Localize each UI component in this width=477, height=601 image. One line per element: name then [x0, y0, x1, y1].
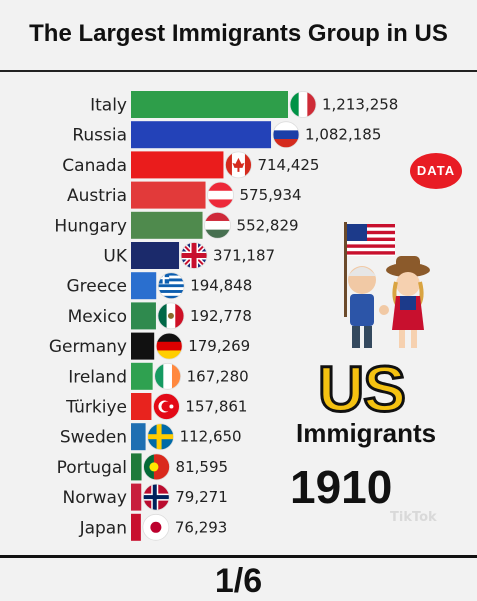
bar-row-canada: Canada 714,425 — [62, 151, 319, 179]
category-label: Canada — [62, 156, 127, 176]
us-heading: US — [317, 352, 408, 427]
bar-row-sweden: Sweden 112,650 — [60, 423, 242, 451]
bar-row-uk: UK 371,187 — [103, 242, 275, 269]
immigrants-subheading: Immigrants — [296, 418, 437, 448]
bar — [131, 423, 146, 451]
value-label: 714,425 — [257, 156, 319, 174]
bar — [131, 121, 272, 149]
italy-flag — [289, 91, 317, 118]
uk-flag — [180, 242, 208, 269]
value-label: 192,778 — [190, 307, 252, 325]
bar-row-austria: Austria 575,934 — [67, 181, 302, 209]
category-label: Ireland — [68, 367, 127, 387]
category-label: Mexico — [68, 307, 127, 327]
category-label: Norway — [63, 488, 128, 508]
bar-row-russia: Russia 1,082,185 — [72, 121, 381, 149]
value-label: 194,848 — [190, 277, 252, 295]
category-label: Türkiye — [65, 398, 127, 418]
bar — [131, 332, 155, 360]
sweden-flag — [147, 423, 174, 451]
category-label: Austria — [67, 186, 127, 206]
value-label: 157,861 — [185, 398, 247, 416]
bar-row-italy: Italy 1,213,258 — [90, 91, 398, 118]
canada-flag — [225, 151, 252, 179]
bottom-divider — [0, 555, 477, 558]
tiktok-watermark: TikTok — [390, 510, 437, 525]
bar-row-norway: Norway 79,271 — [63, 483, 228, 511]
bar — [131, 302, 156, 330]
ireland-flag — [154, 362, 182, 390]
bar-row-hungary: Hungary 552,829 — [54, 211, 299, 239]
bar — [131, 362, 153, 390]
value-label: 167,280 — [187, 367, 249, 385]
bar — [131, 91, 288, 118]
value-label: 371,187 — [213, 247, 275, 265]
bar — [131, 242, 180, 269]
bar — [131, 483, 142, 511]
bar — [131, 513, 141, 541]
data-logo-badge: DATA — [410, 153, 462, 189]
chart-title: The Largest Immigrants Group in US — [29, 20, 448, 47]
value-label: 179,269 — [188, 337, 250, 355]
russia-flag — [272, 121, 300, 149]
cartoon-couple-with-flag-illustration — [344, 222, 430, 348]
value-label: 552,829 — [237, 216, 299, 234]
top-divider — [0, 70, 477, 72]
category-label: Sweden — [60, 428, 127, 448]
category-label: Japan — [79, 518, 127, 538]
value-label: 76,293 — [175, 518, 228, 536]
bar — [131, 211, 203, 239]
bar — [131, 453, 142, 481]
value-label: 1,213,258 — [322, 96, 398, 114]
bar-row-japan: Japan 76,293 — [79, 513, 228, 541]
value-label: 575,934 — [240, 186, 302, 204]
bar-row-portugal: Portugal 81,595 — [57, 453, 229, 481]
value-label: 81,595 — [176, 458, 229, 476]
bar-row-mexico: Mexico 192,778 — [68, 302, 252, 330]
bar — [131, 393, 152, 420]
year-label: 1910 — [290, 461, 393, 513]
category-label: Russia — [72, 126, 127, 146]
category-label: Hungary — [54, 216, 127, 236]
value-label: 1,082,185 — [305, 126, 381, 144]
hungary-flag — [204, 211, 231, 239]
bar-row-ireland: Ireland 167,280 — [68, 362, 249, 390]
bar — [131, 272, 157, 300]
portugal-flag — [143, 453, 170, 481]
japan-flag — [142, 513, 170, 541]
austria-flag — [207, 181, 234, 209]
category-label: Italy — [90, 96, 127, 116]
turkey-flag — [153, 393, 180, 420]
category-label: Germany — [49, 337, 127, 357]
value-label: 79,271 — [175, 488, 228, 506]
category-label: Greece — [66, 277, 127, 297]
mexico-flag — [157, 302, 185, 330]
category-label: Portugal — [57, 458, 127, 478]
category-label: UK — [103, 247, 127, 267]
bar-row-greece: Greece 194,848 — [66, 272, 252, 300]
bar-chart: Italy 1,213,258 Russia 1,082,185 Canada 714,4… — [49, 91, 398, 541]
value-label: 112,650 — [180, 428, 242, 446]
bar — [131, 151, 224, 179]
germany-flag — [155, 332, 183, 360]
greece-flag — [157, 272, 185, 300]
bar — [131, 181, 206, 209]
bar-row-trkiye: Türkiye 157,861 — [65, 393, 247, 420]
norway-flag — [142, 483, 170, 511]
page-indicator: 1/6 — [214, 562, 263, 600]
bar-row-germany: Germany 179,269 — [49, 332, 250, 360]
